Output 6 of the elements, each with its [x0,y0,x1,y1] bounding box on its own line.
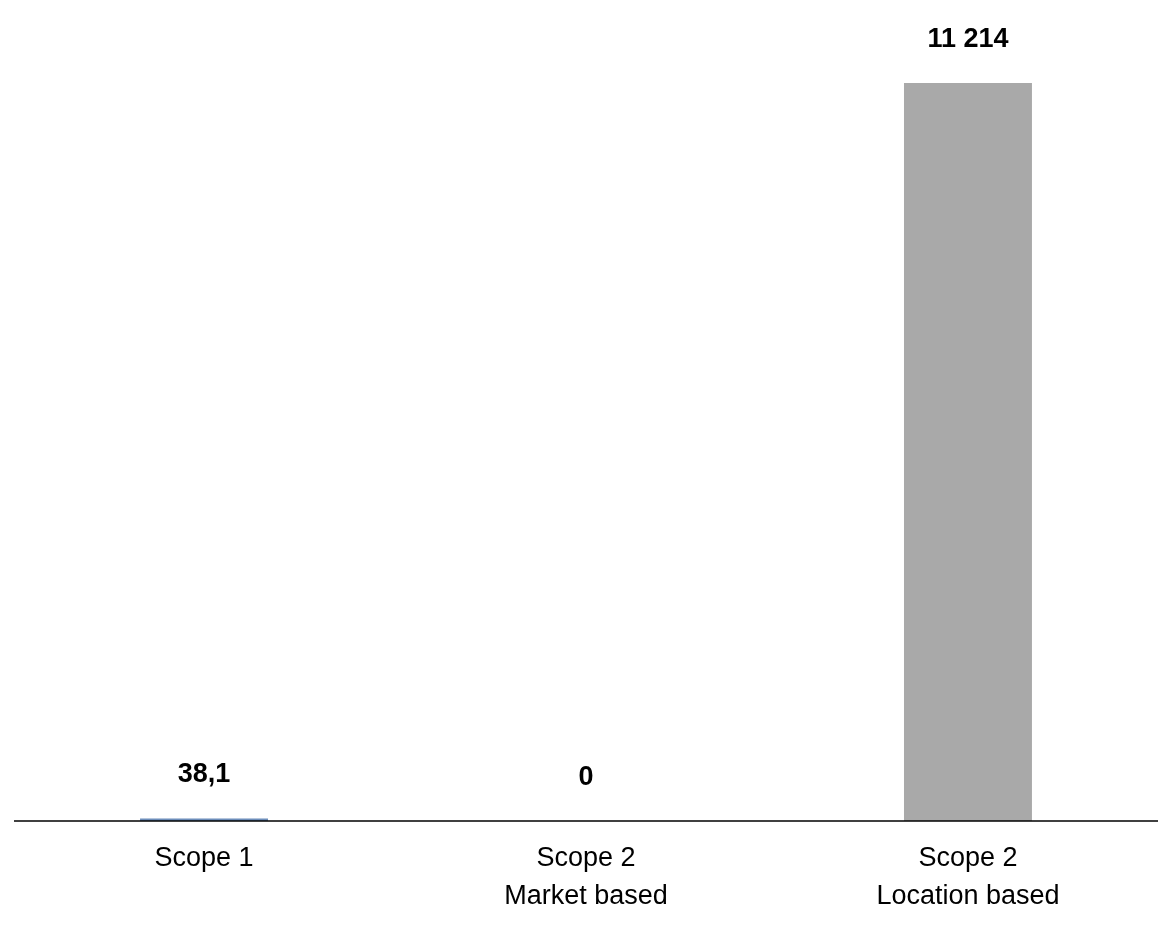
data-label: 38,1 [177,758,231,789]
data-label: 0 [578,761,594,791]
x-tick-label: Scope 1 [154,842,254,872]
x-tick-label: Scope 2 Location based [876,842,1060,910]
x-tick-label: Scope 2 Market based [504,842,668,910]
data-label: 11 214 [927,23,1009,53]
